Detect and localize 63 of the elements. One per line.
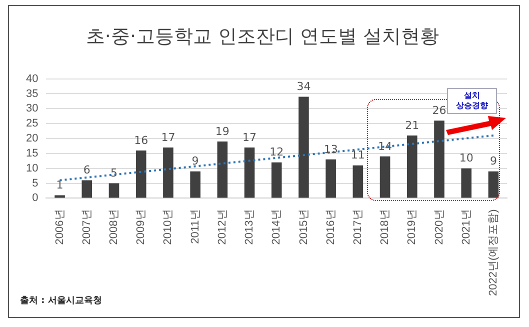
data-label: 17	[242, 130, 257, 144]
data-label: 13	[324, 142, 338, 156]
data-label: 6	[83, 164, 90, 177]
data-label: 1	[56, 178, 64, 192]
chart-title: 초·중·고등학교 인조잔디 연도별 설치현황	[86, 25, 440, 48]
bar	[298, 96, 309, 198]
bar	[326, 159, 336, 198]
bar	[190, 171, 200, 198]
data-label: 14	[378, 140, 392, 153]
x-tick-label: 2020년	[433, 209, 446, 245]
x-tick-label: 2016년	[324, 209, 337, 245]
bar	[82, 180, 92, 198]
y-tick-label: 20	[26, 132, 38, 145]
y-tick-label: 10	[26, 162, 38, 174]
x-tick-label: 2007년	[80, 209, 93, 245]
data-label: 10	[459, 152, 474, 165]
bar	[54, 195, 65, 198]
data-label: 21	[405, 118, 420, 132]
data-label: 5	[110, 166, 118, 180]
bar	[406, 136, 418, 198]
bar	[244, 147, 255, 198]
x-tick-label: 2006년	[54, 209, 66, 245]
data-label: 26	[432, 104, 446, 117]
x-tick-label: 2014년	[270, 209, 283, 245]
x-tick-label: 2012년	[216, 209, 228, 245]
x-tick-label: 2022년(예정포함)	[487, 209, 500, 296]
y-tick-label: 25	[26, 118, 38, 130]
data-label: 16	[134, 134, 148, 147]
y-tick-label: 40	[26, 72, 38, 85]
x-tick-label: 2010년	[162, 209, 174, 245]
bar	[217, 141, 228, 198]
bar	[108, 183, 120, 198]
x-tick-label: 2021년	[460, 209, 472, 245]
y-tick-label: 15	[26, 147, 38, 160]
data-label: 9	[192, 154, 199, 168]
annotation: 설치 상승경향	[447, 88, 497, 114]
x-tick-label: 2017년	[352, 209, 364, 245]
data-label: 11	[350, 148, 365, 162]
y-tick-label: 0	[32, 192, 38, 204]
x-tick-label: 2008년	[108, 209, 120, 245]
bar	[434, 120, 444, 198]
bar	[136, 150, 146, 198]
bar	[461, 168, 472, 198]
bar	[380, 156, 390, 198]
x-tick-label: 2011년	[189, 209, 202, 244]
y-tick-label: 35	[26, 88, 38, 100]
data-label: 17	[161, 130, 176, 144]
data-label: 12	[270, 146, 284, 159]
y-tick-label: 5	[32, 177, 38, 190]
bar	[271, 162, 282, 198]
data-label: 9	[490, 154, 497, 168]
x-tick-label: 2015년	[298, 209, 310, 245]
y-tick-label: 30	[26, 102, 38, 115]
x-tick-label: 2018년	[379, 209, 392, 245]
bar	[163, 147, 174, 198]
x-tick-label: 2009년	[135, 209, 148, 245]
data-label: 19	[215, 124, 230, 138]
bar	[352, 165, 364, 198]
data-label: 34	[296, 80, 311, 94]
x-tick-label: 2013년	[244, 209, 256, 245]
x-tick-label: 2019년	[406, 209, 418, 245]
bar	[488, 171, 499, 198]
source-note: 출처 : 서울시교육청	[20, 294, 102, 307]
